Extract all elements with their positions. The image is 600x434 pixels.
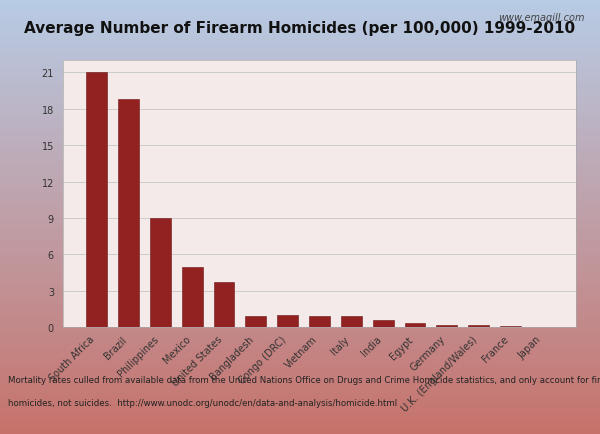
- Text: homicides, not suicides.  http://www.unodc.org/unodc/en/data-and-analysis/homici: homicides, not suicides. http://www.unod…: [8, 398, 397, 407]
- Text: Mortality rates culled from available data from the United Nations Office on Dru: Mortality rates culled from available da…: [8, 375, 600, 384]
- Bar: [182, 267, 203, 328]
- Bar: [436, 325, 457, 328]
- Bar: [500, 326, 521, 328]
- Bar: [214, 283, 235, 328]
- Bar: [150, 218, 170, 328]
- Bar: [86, 73, 107, 328]
- Bar: [373, 320, 394, 328]
- Bar: [469, 326, 489, 328]
- Bar: [404, 323, 425, 328]
- Bar: [118, 99, 139, 328]
- Bar: [532, 327, 553, 328]
- Bar: [277, 315, 298, 328]
- Bar: [341, 317, 362, 328]
- Bar: [309, 316, 330, 328]
- Text: Average Number of Firearm Homicides (per 100,000) 1999-2010: Average Number of Firearm Homicides (per…: [25, 21, 575, 36]
- Text: www.emagill.com: www.emagill.com: [499, 13, 585, 23]
- Bar: [245, 317, 266, 328]
